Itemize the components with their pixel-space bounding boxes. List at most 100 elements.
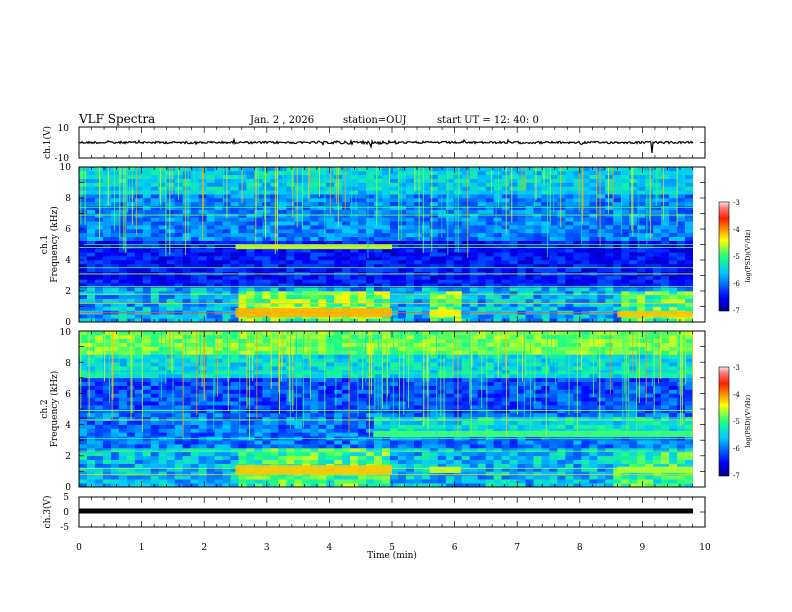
spectrogram-cell — [653, 213, 662, 218]
spectrogram-cell — [509, 221, 518, 226]
spectrogram-cell — [389, 217, 399, 222]
spectrogram-cell — [254, 362, 263, 367]
spectrogram-cell — [573, 244, 582, 249]
spectrogram-cell — [541, 178, 550, 183]
spectrogram-cell — [142, 444, 152, 449]
spectrogram-cell — [246, 412, 255, 418]
spectrogram-cell — [158, 346, 168, 351]
spectrogram-cell — [541, 201, 550, 207]
spectrogram-cell — [421, 244, 431, 249]
spectrogram-cell — [413, 287, 423, 292]
spectrogram-cell — [182, 240, 191, 245]
spectrogram-cell — [270, 279, 279, 284]
spectrogram-cell — [501, 275, 510, 280]
spectrogram-cell — [214, 354, 223, 359]
spectrogram-cell — [318, 221, 327, 226]
spectrogram-cell — [134, 370, 144, 375]
spectrogram-cell — [230, 252, 239, 257]
spectrogram-cell — [94, 244, 104, 249]
spectrogram-cell — [166, 283, 175, 288]
spectrogram-cell — [358, 455, 367, 460]
spectrogram-cell — [405, 240, 415, 245]
spectrogram-cell — [174, 346, 183, 351]
spectrogram-cell — [238, 358, 247, 363]
spectrogram-cell — [669, 205, 678, 210]
spectrogram-cell — [110, 448, 120, 453]
spectrogram-cell — [397, 229, 407, 234]
spectrogram-cell — [461, 198, 471, 203]
spectrogram-cell — [581, 302, 590, 307]
spectrogram-cell — [549, 314, 558, 319]
spectrogram-cell — [79, 318, 88, 322]
spectrogram-cell — [270, 479, 279, 484]
spectrogram-cell — [429, 287, 439, 292]
spectrogram-cell — [118, 444, 128, 449]
spectrogram-cell — [350, 366, 359, 371]
spectrogram-cell — [278, 248, 287, 253]
spectrogram-cell — [326, 302, 335, 307]
spectrogram-cell — [198, 334, 207, 340]
spectrogram-cell — [685, 252, 694, 257]
spectrogram-cell — [86, 440, 96, 445]
spectrogram-cell — [374, 279, 383, 284]
spectrogram-cell — [246, 459, 255, 464]
spectrogram-cell — [286, 209, 295, 214]
spectrogram-cell — [206, 256, 215, 261]
spectrogram-cell — [366, 483, 375, 487]
spectrogram-cell — [182, 252, 191, 257]
spectrogram-cell — [158, 370, 168, 375]
spectrogram-cell — [326, 424, 335, 429]
spectrogram-cell — [493, 279, 502, 284]
spectrogram-cell — [477, 302, 486, 307]
spectrogram-cell — [366, 412, 375, 418]
spectrogram-cell — [621, 298, 630, 303]
spectrogram-cell — [342, 252, 351, 257]
spectrogram-cell — [366, 170, 375, 176]
spectrogram-cell — [597, 287, 606, 292]
spectrogram-cell — [557, 298, 566, 303]
spectrogram-cell — [501, 232, 510, 238]
spectrogram-cell — [182, 370, 191, 375]
spectrogram-cell — [166, 232, 175, 238]
spectrogram-cell — [389, 302, 399, 307]
spectrogram-cell — [190, 240, 199, 245]
spectrogram-cell — [238, 405, 247, 410]
spectrogram-cell — [374, 236, 383, 241]
spectrogram-cell — [238, 334, 247, 340]
spectrogram-cell — [310, 198, 319, 203]
spectrogram-cell — [461, 213, 471, 218]
spectrogram-cell — [557, 194, 566, 199]
spectrogram-cell — [246, 240, 255, 245]
spectrogram-cell — [621, 178, 630, 183]
spectrogram-cell — [222, 252, 231, 257]
spectrogram-cell — [589, 167, 598, 172]
spectrogram-cell — [222, 225, 231, 230]
spectrogram-cell — [238, 475, 247, 480]
spectrogram-cell — [429, 209, 439, 214]
spectrogram-cell — [685, 287, 694, 292]
spectrogram-cell — [557, 306, 566, 311]
spectrogram-cell — [677, 294, 686, 300]
spectrogram-cell — [294, 170, 303, 176]
spectrogram-cell — [501, 240, 510, 245]
spectrogram-cell — [142, 362, 152, 367]
spectrogram-cell — [262, 354, 271, 359]
spectrogram-cell — [86, 350, 96, 355]
spectrogram-cell — [190, 263, 199, 269]
spectrogram-cell — [350, 267, 359, 272]
spectrogram-cell — [118, 213, 128, 218]
spectrogram-cell — [94, 455, 104, 460]
spectrogram-cell — [86, 294, 96, 300]
spectrogram-cell — [629, 318, 638, 322]
spectrogram-cell — [358, 213, 367, 218]
spectrogram-cell — [214, 205, 223, 210]
spectrogram-cell — [222, 346, 231, 351]
spectrogram-cell — [118, 401, 128, 406]
spectrogram-cell — [605, 252, 614, 257]
spectrogram-cell — [254, 448, 263, 453]
spectrogram-cell — [254, 393, 263, 398]
spectrogram-cell — [222, 440, 231, 445]
spectrogram-cell — [94, 459, 104, 464]
spectrogram-cell — [350, 279, 359, 284]
spectrogram-cell — [413, 229, 423, 234]
